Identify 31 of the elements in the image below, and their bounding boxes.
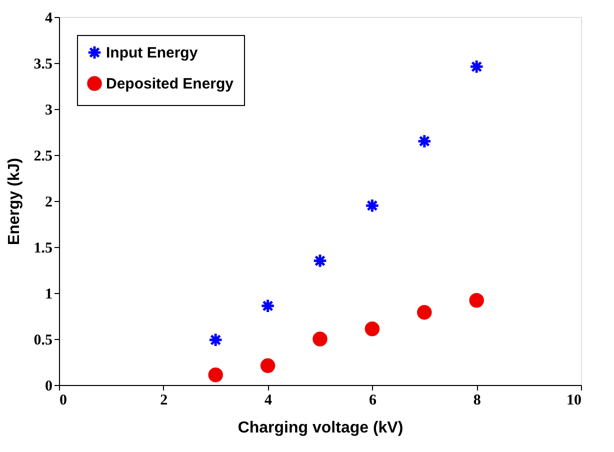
x-tick-label: 8: [473, 392, 481, 408]
y-tick-label: 4: [45, 10, 53, 26]
point: [312, 253, 328, 268]
x-tick-label: 10: [566, 392, 582, 408]
y-axis-title: Energy (kJ): [6, 158, 23, 246]
y-tick-label: 0: [45, 378, 52, 394]
y-tick-label: 3: [45, 102, 52, 118]
y-tick-label: 2.5: [34, 148, 52, 164]
point: [469, 293, 484, 308]
point: [260, 358, 276, 374]
point: [417, 304, 432, 320]
x-tick-label: 6: [368, 392, 377, 408]
point: [312, 332, 328, 346]
y-tick-label: 2: [45, 194, 52, 210]
point: [208, 368, 223, 382]
point: [417, 134, 432, 149]
point: [364, 322, 380, 336]
point: [260, 298, 276, 314]
point: [208, 332, 223, 348]
point: [469, 59, 484, 74]
x-tick-label: 0: [60, 392, 67, 408]
legend-label: Input Energy: [106, 44, 198, 62]
x-axis-title: Charging voltage (kV): [238, 420, 404, 436]
y-tick-label: 1.5: [34, 240, 52, 256]
y-tick-label: 3.5: [34, 56, 52, 72]
y-tick-label: 0.5: [34, 332, 52, 348]
legend-label: Deposited Energy: [106, 76, 234, 92]
x-tick-label: 4: [264, 392, 273, 408]
x-tick-label: 2: [160, 392, 168, 408]
point: [364, 198, 380, 213]
y-tick-label: 1: [45, 286, 52, 302]
